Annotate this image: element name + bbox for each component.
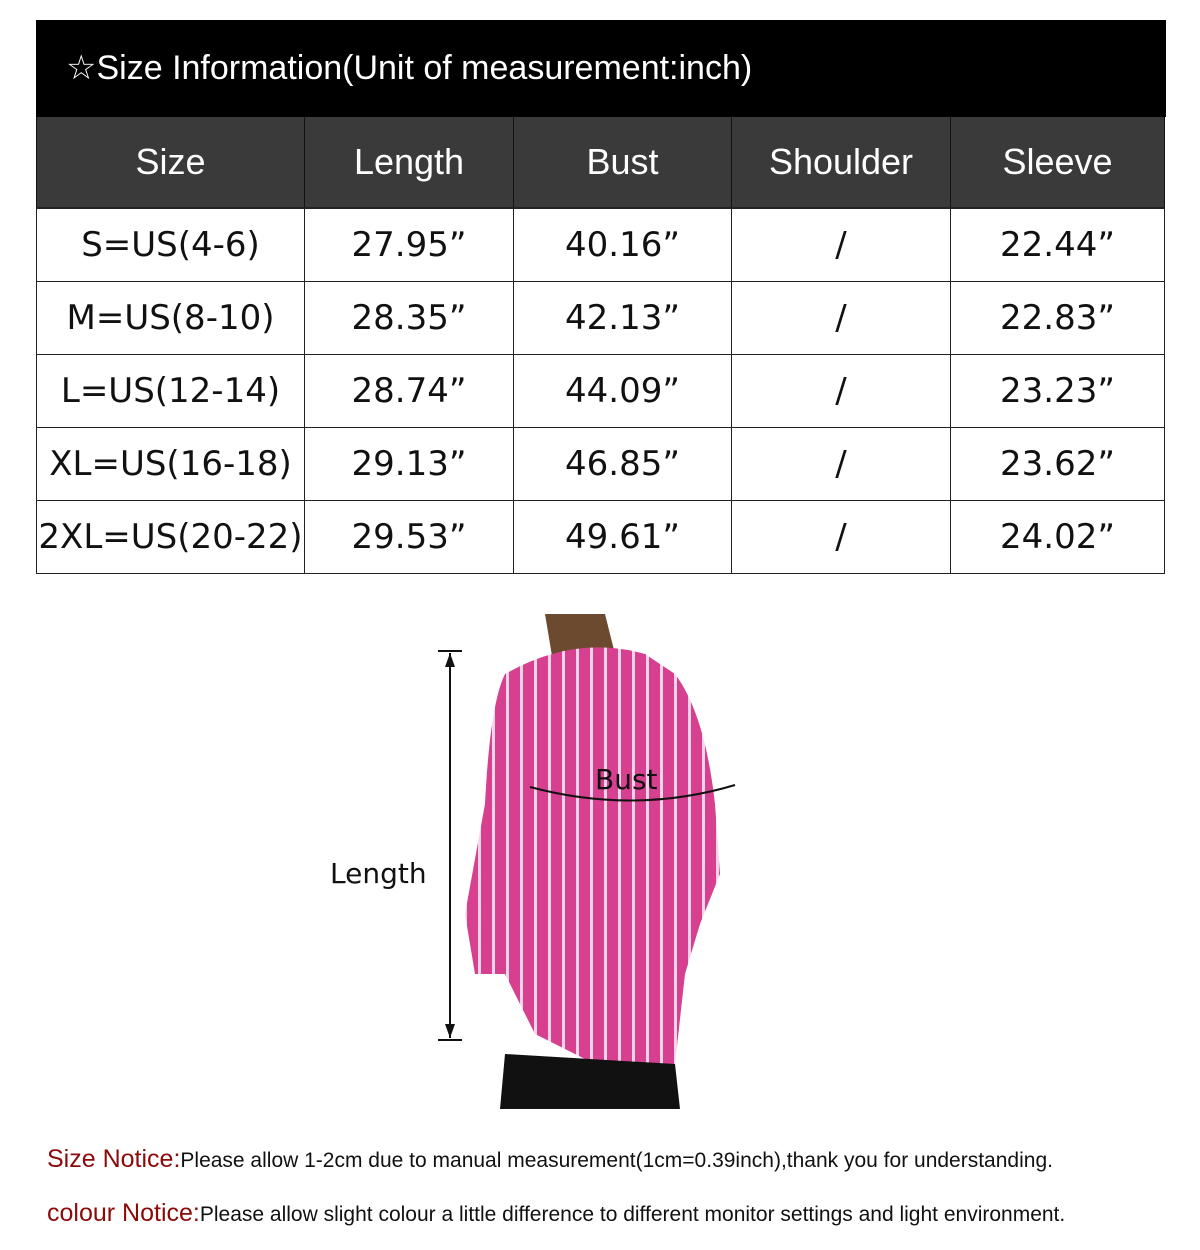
cell-bust: 40.16” [513, 207, 732, 282]
column-header-shoulder: Shoulder [731, 117, 951, 209]
table-row: M=US(8-10) 28.35” 42.13”/22.83” [36, 281, 1165, 355]
size-info-title: ☆Size Information(Unit of measurement:in… [36, 20, 1166, 117]
cell-bust: 46.85” [513, 427, 732, 501]
cell-sleeve: 22.83” [950, 281, 1165, 355]
cell-sleeve: 24.02” [950, 500, 1165, 574]
cell-sleeve: 22.44” [950, 207, 1165, 282]
cell-length: 28.35” [304, 281, 514, 355]
cell-sleeve: 23.23” [950, 354, 1165, 428]
shirt-photo [465, 614, 720, 1109]
length-label: Length [330, 857, 427, 890]
cell-length: 27.95” [304, 207, 514, 282]
cell-size: XL=US(16-18) [36, 427, 305, 501]
cell-shoulder: / [731, 354, 951, 428]
table-row: 2XL=US(20-22) 29.53” 49.61”/24.02” [36, 500, 1165, 574]
cell-size: M=US(8-10) [36, 281, 305, 355]
size-notice-label: Size Notice: [47, 1145, 181, 1173]
bust-curve [529, 784, 736, 802]
colour-notice-text: Please allow slight colour a little diff… [199, 1203, 1066, 1226]
size-notice: Size Notice:Please allow 1-2cm due to ma… [47, 1145, 1053, 1174]
cell-bust: 44.09” [513, 354, 732, 428]
colour-notice-label: colour Notice: [47, 1199, 200, 1227]
cell-size: 2XL=US(20-22) [36, 500, 305, 574]
cell-length: 29.53” [304, 500, 514, 574]
table-row: S=US(4-6) 27.95” 40.16”/22.44” [36, 207, 1165, 282]
table-row: L=US(12-14) 28.74” 44.09”/23.23” [36, 354, 1165, 428]
cell-size: S=US(4-6) [36, 207, 305, 282]
cell-sleeve: 23.62” [950, 427, 1165, 501]
cell-length: 28.74” [304, 354, 514, 428]
colour-notice: colour Notice:Please allow slight colour… [47, 1199, 1065, 1228]
size-notice-text: Please allow 1-2cm due to manual measure… [180, 1149, 1053, 1172]
table-row: XL=US(16-18) 29.13” 46.85”/23.62” [36, 427, 1165, 501]
cell-length: 29.13” [304, 427, 514, 501]
cell-shoulder: / [731, 427, 951, 501]
column-header-length: Length [304, 117, 514, 209]
size-table: Size Length Bust Shoulder Sleeve S=US(4-… [36, 117, 1165, 574]
cell-size: L=US(12-14) [36, 354, 305, 428]
length-arrow [438, 650, 462, 1041]
table-header-row: Size Length Bust Shoulder Sleeve [36, 117, 1165, 209]
cell-shoulder: / [731, 281, 951, 355]
bust-label: Bust [595, 763, 658, 796]
cell-shoulder: / [731, 500, 951, 574]
column-header-sleeve: Sleeve [950, 117, 1165, 209]
cell-bust: 49.61” [513, 500, 732, 574]
cell-shoulder: / [731, 207, 951, 282]
column-header-size: Size [36, 117, 305, 209]
cell-bust: 42.13” [513, 281, 732, 355]
column-header-bust: Bust [513, 117, 732, 209]
